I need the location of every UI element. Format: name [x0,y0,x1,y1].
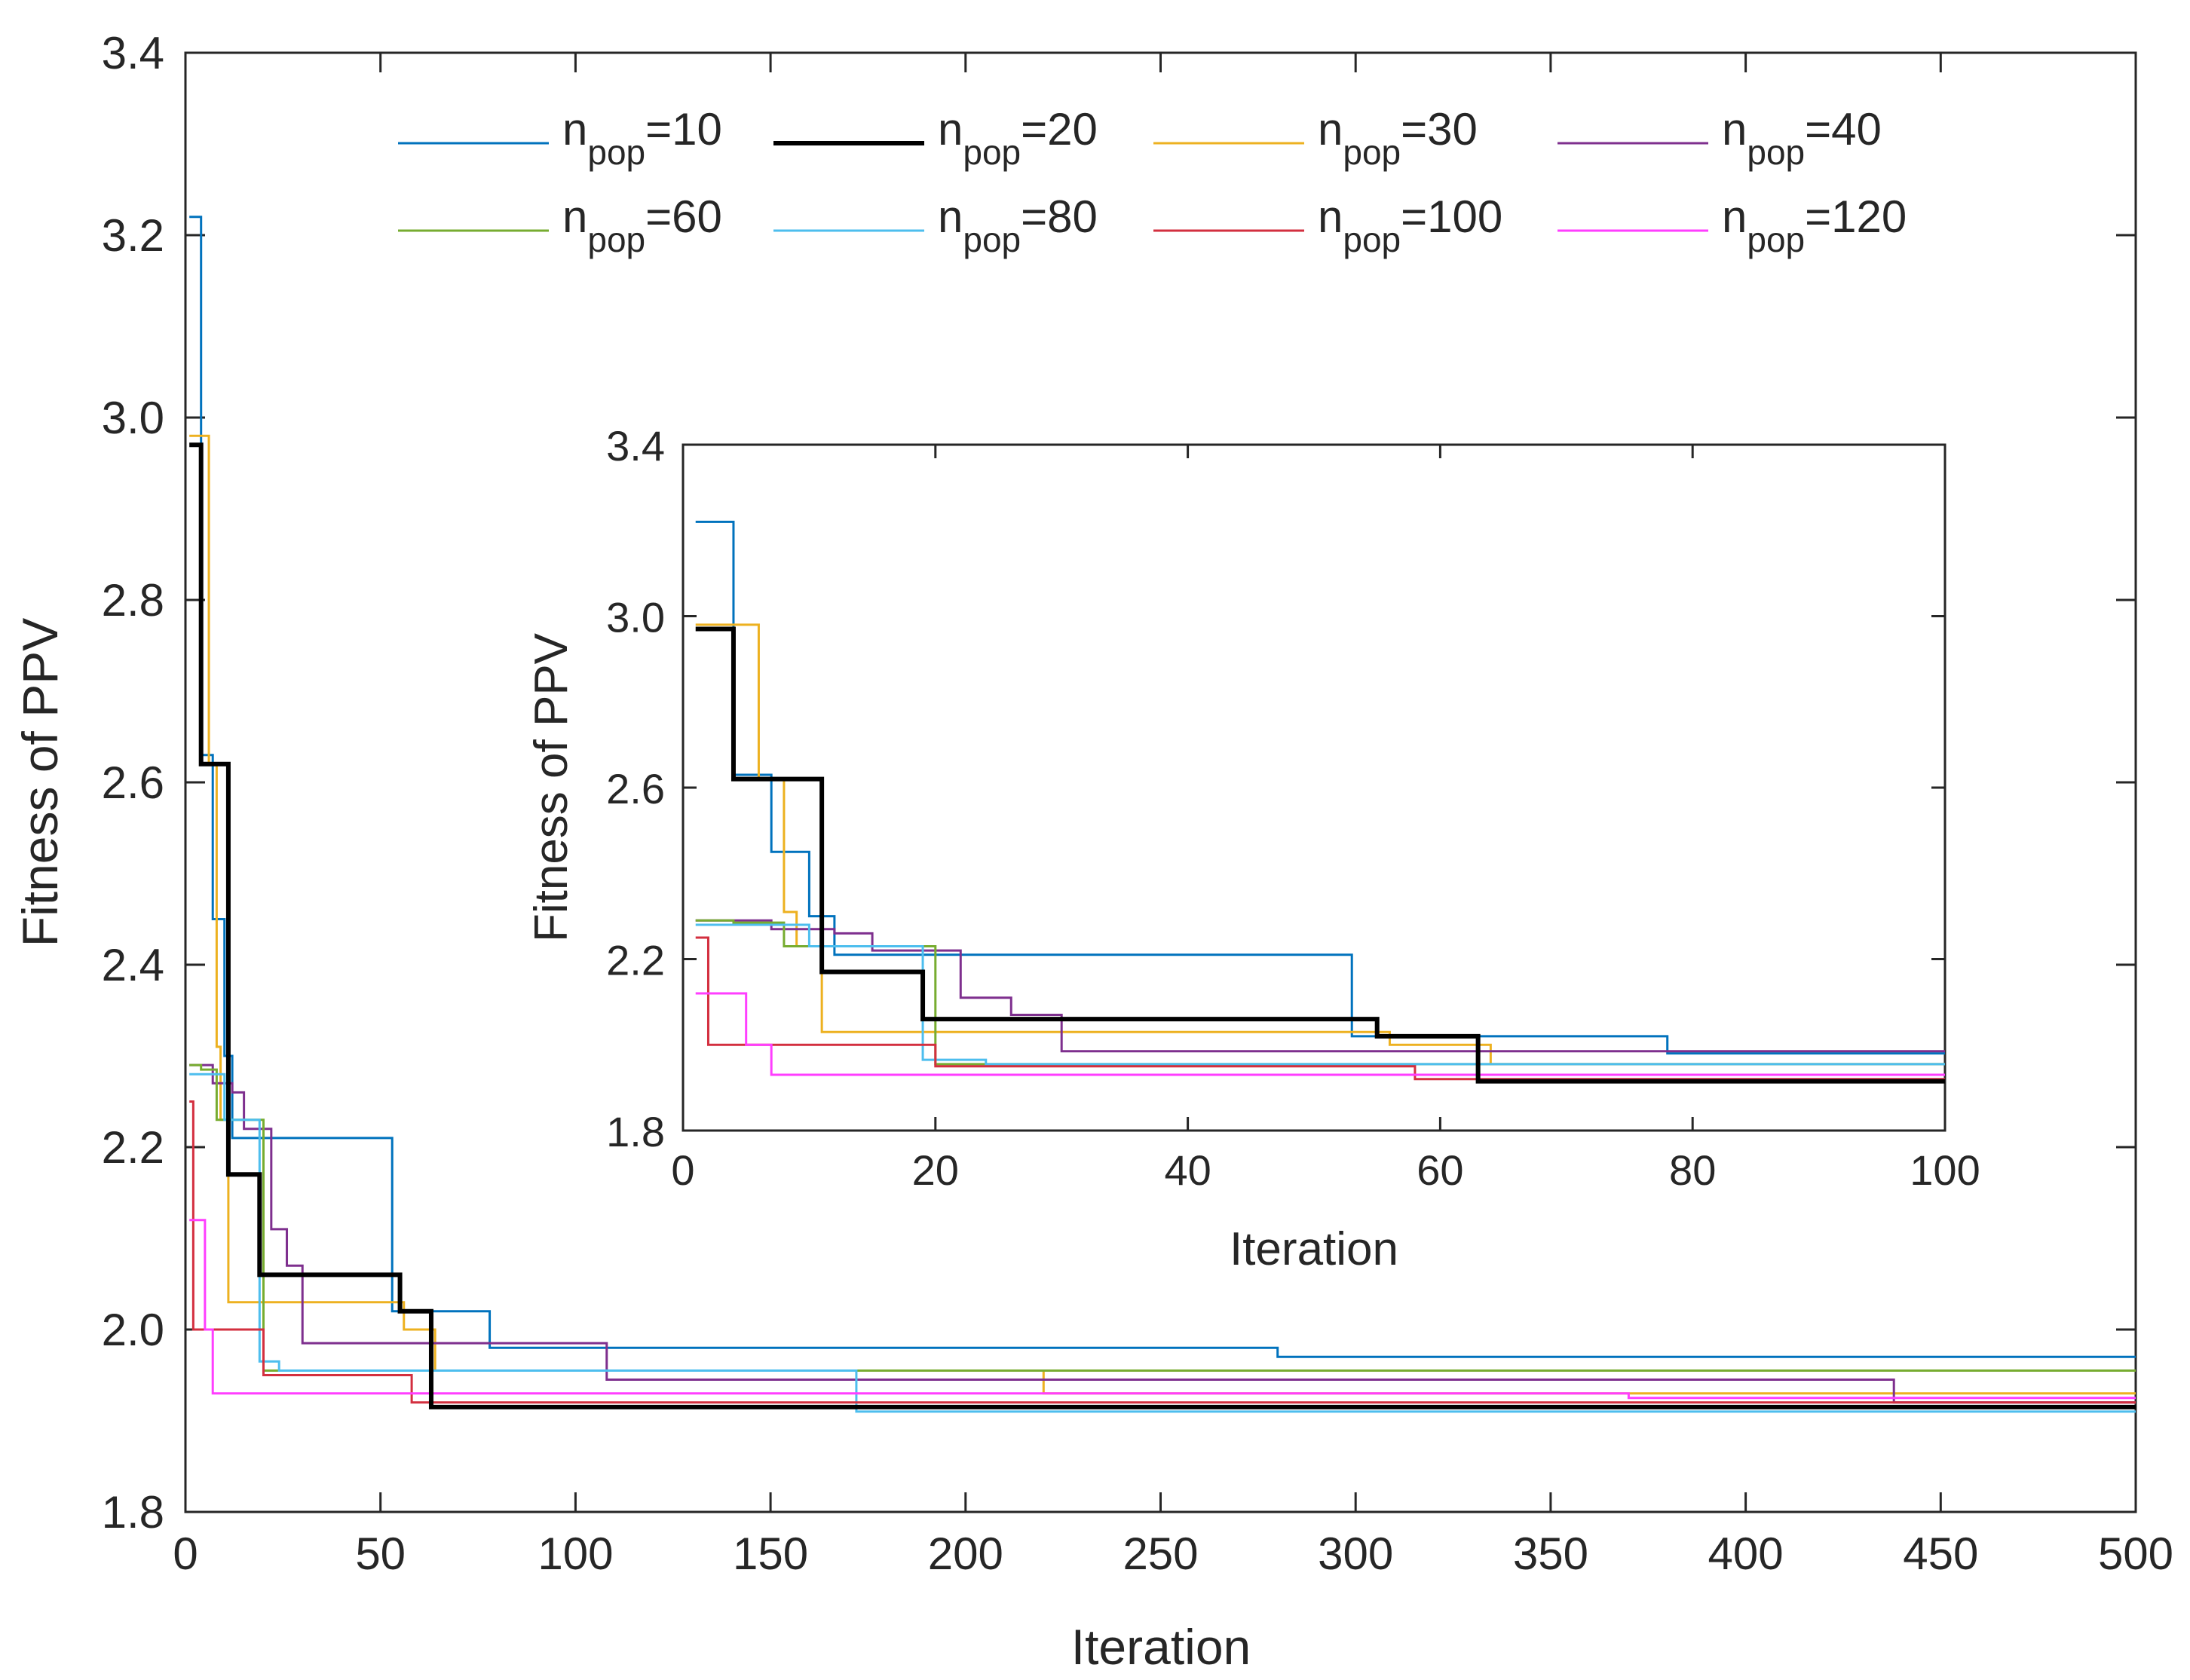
legend-entry-label: npop=120 [1722,191,1907,259]
main-x-tick-label: 150 [733,1529,808,1579]
legend-entry-label: npop=20 [938,104,1098,172]
main-x-axis-label: Iteration [1071,1619,1251,1675]
inset-series-line-npop-100 [695,936,1945,1081]
inset-x-tick-label: 40 [1164,1146,1211,1194]
inset-x-tick-label: 0 [671,1146,694,1194]
main-series-line-npop-20 [189,442,2136,1409]
inset-x-tick-label: 100 [1910,1146,1980,1194]
inset-plot: 0 20 40 60 80 100 1.8 2.2 2.6 3.0 3.4 Iteration F… [525,422,1980,1275]
main-y-tick-label: 2.8 [102,575,164,626]
inset-y-tick-label: 2.2 [606,937,665,984]
main-y-tick-label: 3.4 [102,28,164,78]
main-x-tick-label: 300 [1318,1529,1393,1579]
inset-y-tick-labels: 1.8 2.2 2.6 3.0 3.4 [606,422,665,1155]
main-x-tick-label: 250 [1123,1529,1198,1579]
inset-series-line-npop-120 [695,992,1945,1076]
inset-x-tick-label: 80 [1669,1146,1716,1194]
main-x-tick-label: 350 [1513,1529,1588,1579]
inset-x-tick-label: 60 [1417,1146,1463,1194]
inset-series-group [695,520,1945,1084]
main-y-tick-label: 2.4 [102,940,164,990]
main-x-tick-label: 450 [1903,1529,1978,1579]
inset-x-tick-label: 20 [912,1146,959,1194]
inset-series-line-npop-40 [695,919,1945,1053]
main-x-tick-label: 0 [173,1529,198,1579]
legend-entry-label: npop=80 [938,191,1098,259]
main-series-line-npop-120 [189,1219,2136,1400]
inset-x-tick-labels: 0 20 40 60 80 100 [671,1146,1980,1194]
inset-ticks [682,443,1946,1132]
inset-y-tick-label: 1.8 [606,1108,665,1155]
main-x-tick-label: 50 [355,1529,406,1579]
legend-entry-label: npop=60 [562,191,722,259]
main-x-tick-label: 500 [2098,1529,2173,1579]
main-y-axis-label: Fitness of PPV [12,618,68,947]
inset-y-axis-label: Fitness of PPV [525,632,577,942]
main-series-line-npop-80 [189,1073,2136,1413]
legend-entry-label: npop=30 [1318,104,1478,172]
inset-y-tick-label: 2.6 [606,765,665,812]
main-y-tick-label: 2.0 [102,1305,164,1355]
main-y-tick-labels: 1.8 2.0 2.2 2.4 2.6 2.8 3.0 3.2 3.4 [102,28,164,1538]
inset-x-axis-label: Iteration [1230,1223,1398,1275]
legend-entry-label: npop=40 [1722,104,1882,172]
main-series-group [189,216,2136,1413]
main-y-tick-label: 3.2 [102,210,164,261]
main-y-tick-label: 2.6 [102,757,164,808]
main-y-tick-label: 2.2 [102,1122,164,1173]
main-x-tick-label: 100 [538,1529,613,1579]
legend-entry-label: npop=10 [562,104,722,172]
main-y-tick-label: 1.8 [102,1487,164,1538]
inset-series-line-npop-20 [695,626,1945,1084]
legend: npop=10 npop=20 npop=30 npop=40 npop=60 npop=… [398,104,1907,259]
inset-plot-area [682,443,1946,1132]
main-y-tick-label: 3.0 [102,393,164,443]
main-x-tick-labels: 0 50 100 150 200 250 300 350 400 450 500 [173,1529,2173,1579]
inset-y-tick-label: 3.0 [606,594,665,641]
legend-entry-label: npop=100 [1318,191,1502,259]
main-ticks [184,51,2137,1513]
main-x-tick-label: 400 [1708,1529,1784,1579]
main-series-line-npop-10 [189,216,2136,1358]
inset-y-tick-label: 3.4 [606,422,665,470]
main-series-line-npop-100 [189,1100,2136,1404]
main-x-tick-label: 200 [928,1529,1003,1579]
